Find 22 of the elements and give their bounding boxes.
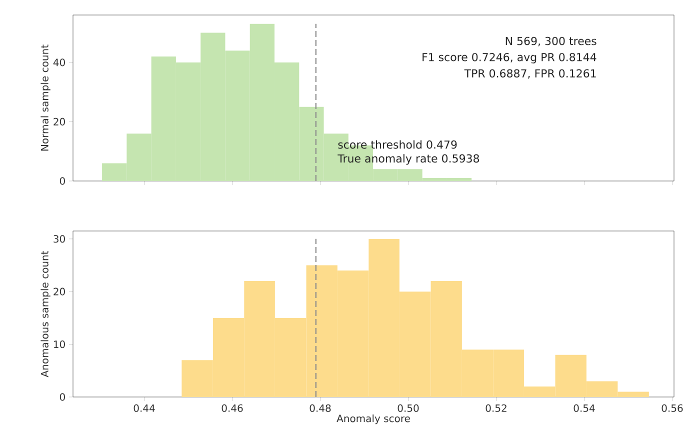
y-tick-label: 10	[54, 340, 65, 348]
y-tick-label: 0	[60, 177, 65, 185]
x-tick-label: 0.48	[310, 404, 331, 412]
annotation: N 569, 300 trees	[506, 36, 596, 46]
x-tick-label: 0.56	[662, 404, 683, 412]
x-axis-title: Anomaly score	[336, 414, 410, 424]
y-tick-label: 30	[54, 235, 65, 243]
x-tick-label: 0.46	[222, 404, 243, 412]
y-axis-title: Normal sample count	[40, 44, 50, 151]
y-tick-label: 40	[53, 58, 65, 66]
annotation: score threshold 0.479	[338, 140, 457, 149]
x-tick-label: 0.44	[134, 404, 155, 412]
y-tick-label: 20	[54, 118, 65, 126]
annotation: True anomaly rate 0.5938	[338, 154, 480, 165]
x-tick-label: 0.54	[574, 404, 595, 412]
y-tick-label: 0	[60, 393, 65, 401]
annotation: TPR 0.6887, FPR 0.1261	[464, 69, 596, 79]
annotation: F1 score 0.7246, avg PR 0.8144	[422, 52, 596, 64]
y-tick-label: 20	[54, 288, 65, 296]
y-axis-title: Anomalous sample count	[40, 250, 50, 378]
x-tick-label: 0.52	[486, 404, 506, 412]
x-tick-label: 0.50	[398, 404, 419, 412]
